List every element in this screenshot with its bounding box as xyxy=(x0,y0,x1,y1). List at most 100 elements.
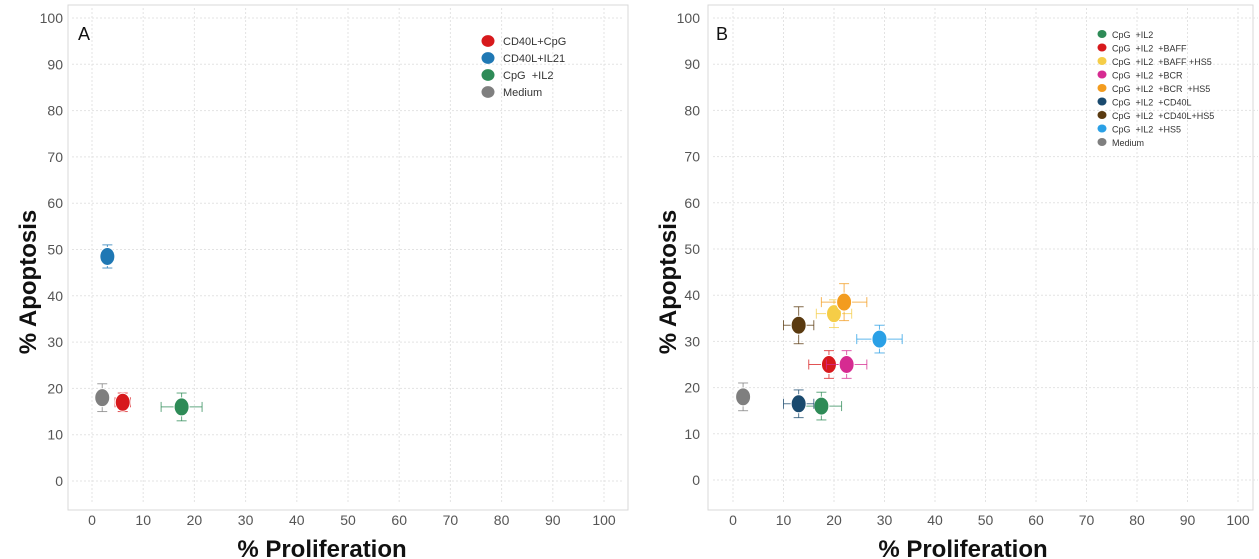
panel-b-legend-item-cpg-il2-cd40l: CpG +IL2 +CD40L xyxy=(1097,97,1192,108)
panel-a-grid xyxy=(72,8,624,503)
panel-b-y-tick-label: 30 xyxy=(684,333,700,349)
panel-a-x-tick-label: 0 xyxy=(88,512,96,528)
panel-b-y-tick-label: 20 xyxy=(684,380,700,396)
panel-b-x-tick-label: 60 xyxy=(1028,512,1044,528)
panel-b-legend-marker xyxy=(1097,83,1107,93)
panel-a-y-ticks: 0 10 20 30 40 50 60 70 80 90 100 xyxy=(40,10,64,489)
panel-b-legend-label: CpG +IL2 +HS5 xyxy=(1112,125,1181,135)
panel-a-legend-label: CD40L+IL21 xyxy=(503,53,565,65)
panel-b-legend-item-cpg-il2: CpG +IL2 xyxy=(1097,29,1153,40)
panel-a-legend-label: CpG +IL2 xyxy=(503,70,553,82)
panel-a-marker-medium xyxy=(94,388,111,408)
panel-a-x-tick-label: 70 xyxy=(443,512,459,528)
panel-a-legend-label: CD40L+CpG xyxy=(503,36,566,48)
panel-a-point-cd40l-cpg xyxy=(114,392,131,413)
panel-b-x-tick-label: 40 xyxy=(927,512,943,528)
panel-a-marker-cd40l-il21 xyxy=(99,246,116,266)
panel-b-legend-label: Medium xyxy=(1112,138,1144,148)
panel-a-y-tick-label: 60 xyxy=(47,195,63,211)
panel-a-legend-item-medium: Medium xyxy=(481,86,542,99)
panel-b-legend-item-cpg-il2-baff-hs5: CpG +IL2 +BAFF +HS5 xyxy=(1097,56,1212,67)
panel-b-point-cpg-il2-bcr xyxy=(825,350,868,379)
panel-b-marker-cpg-il2-hs5 xyxy=(871,329,888,349)
panel-b-point-cpg-il2-cd40l-hs5 xyxy=(783,306,815,345)
panel-b-legend-label: CpG +IL2 +CD40L+HS5 xyxy=(1112,111,1214,121)
panel-a: 0 10 20 30 40 50 60 70 80 90 100 0 10 20 30 40 50 60 70 80… xyxy=(15,4,629,559)
panel-b-y-tick-label: 0 xyxy=(692,472,700,488)
panel-b-x-tick-label: 50 xyxy=(978,512,994,528)
panel-a-y-tick-label: 40 xyxy=(47,288,63,304)
panel-b-points xyxy=(735,283,903,421)
panel-b-grid xyxy=(713,8,1258,502)
panel-a-legend-marker xyxy=(481,86,495,98)
panel-b-marker-cpg-il2-bcr-hs5 xyxy=(836,292,853,312)
panel-a-y-tick-label: 70 xyxy=(47,149,63,165)
panel-b-y-tick-label: 100 xyxy=(677,10,701,26)
panel-a-y-tick-label: 20 xyxy=(47,380,63,396)
panel-b-x-tick-label: 20 xyxy=(826,512,842,528)
panel-b-letter: B xyxy=(716,24,728,44)
panel-b-y-tick-label: 80 xyxy=(684,102,700,118)
panel-a-x-tick-label: 90 xyxy=(545,512,561,528)
panel-a-x-tick-label: 30 xyxy=(238,512,254,528)
panel-b-legend-marker xyxy=(1097,137,1107,147)
panel-b-y-ticks: 0 10 20 30 40 50 60 70 80 90 100 xyxy=(677,10,701,488)
panel-a-legend: CD40L+CpG CD40L+IL21 CpG +IL2 Medium xyxy=(481,35,566,99)
panel-b-x-tick-label: 30 xyxy=(877,512,893,528)
panel-b-legend-label: CpG +IL2 +BCR xyxy=(1112,71,1183,81)
panel-b-legend-marker xyxy=(1097,29,1107,39)
panel-b-marker-cpg-il2-cd40l xyxy=(790,394,807,414)
panel-a-x-tick-label: 100 xyxy=(592,512,616,528)
panel-a-y-tick-label: 30 xyxy=(47,334,63,350)
panel-a-legend-marker xyxy=(481,69,495,81)
panel-b-x-tick-label: 90 xyxy=(1180,512,1196,528)
panel-b-point-cpg-il2-bcr-hs5 xyxy=(820,283,868,322)
panel-b-legend-marker xyxy=(1097,56,1107,66)
panel-a-y-tick-label: 90 xyxy=(47,56,63,72)
panel-b-marker-cpg-il2-baff-hs5 xyxy=(826,304,842,324)
panel-a-legend-item-cd40l-il21: CD40L+IL21 xyxy=(481,52,565,65)
panel-b-y-tick-label: 70 xyxy=(684,149,700,165)
panel-b-x-axis-label: % Proliferation xyxy=(878,536,1047,559)
panel-a-x-tick-label: 20 xyxy=(187,512,203,528)
panel-a-y-tick-label: 10 xyxy=(47,427,63,443)
panel-b-y-tick-label: 60 xyxy=(684,195,700,211)
panel-b-legend-label: CpG +IL2 +BAFF +HS5 xyxy=(1112,57,1212,67)
panel-a-x-tick-label: 40 xyxy=(289,512,305,528)
panel-a-x-tick-label: 50 xyxy=(340,512,356,528)
panel-b-legend: CpG +IL2 CpG +IL2 +BAFF CpG +IL2 +BAFF +HS… xyxy=(1097,29,1214,148)
panel-a-y-tick-label: 100 xyxy=(40,10,64,26)
panel-b-point-cpg-il2-baff-hs5 xyxy=(815,299,853,329)
panel-b-x-tick-label: 70 xyxy=(1079,512,1095,528)
panel-b-legend-marker xyxy=(1097,124,1107,133)
panel-b-x-tick-label: 0 xyxy=(729,512,737,528)
panel-b-legend-item-cpg-il2-cd40l-hs5: CpG +IL2 +CD40L+HS5 xyxy=(1097,110,1214,121)
panel-a-legend-item-cpg-il2: CpG +IL2 xyxy=(481,69,553,82)
panel-b-marker-cpg-il2-cd40l-hs5 xyxy=(790,315,807,335)
panel-b-marker-cpg-il2 xyxy=(813,396,830,416)
panel-b-legend-marker xyxy=(1097,43,1107,52)
panel-b-legend-item-medium: Medium xyxy=(1097,137,1144,148)
panel-a-point-cpg-il2 xyxy=(160,392,203,422)
panel-b-y-tick-label: 50 xyxy=(684,241,700,257)
panel-b-x-ticks: 0 10 20 30 40 50 60 70 80 90 100 xyxy=(729,512,1250,528)
panel-b-legend-marker xyxy=(1097,70,1107,79)
panel-b-y-axis-label: % Apoptosis xyxy=(655,210,682,354)
panel-b-legend-label: CpG +IL2 +BAFF xyxy=(1112,44,1187,54)
panel-b-x-tick-label: 100 xyxy=(1226,512,1250,528)
panel-a-points xyxy=(94,244,203,422)
panel-a-y-tick-label: 0 xyxy=(55,473,63,489)
panel-b-y-tick-label: 90 xyxy=(684,56,700,72)
panel-b-y-tick-label: 10 xyxy=(684,426,700,442)
panel-a-x-tick-label: 10 xyxy=(135,512,151,528)
panel-a-x-axis-label: % Proliferation xyxy=(237,536,406,559)
panel-a-x-tick-label: 80 xyxy=(494,512,510,528)
panel-a-legend-marker xyxy=(481,52,495,64)
panel-b: 0 10 20 30 40 50 60 70 80 90 100 0 10 20 30 40 50 60 70 80… xyxy=(655,4,1258,559)
panel-b-point-medium xyxy=(735,382,752,412)
panel-a-y-axis-label: % Apoptosis xyxy=(15,210,42,354)
panel-b-legend-item-cpg-il2-bcr-hs5: CpG +IL2 +BCR +HS5 xyxy=(1097,83,1210,94)
panel-b-legend-label: CpG +IL2 +BCR +HS5 xyxy=(1112,84,1210,94)
panel-b-x-tick-label: 10 xyxy=(776,512,792,528)
